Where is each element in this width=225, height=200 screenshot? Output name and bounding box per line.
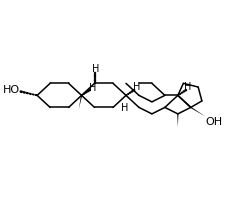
Polygon shape <box>185 89 187 91</box>
Polygon shape <box>20 91 22 92</box>
Text: OH: OH <box>205 117 222 127</box>
Polygon shape <box>128 93 129 94</box>
Polygon shape <box>177 114 178 127</box>
Text: HO: HO <box>3 85 20 95</box>
Polygon shape <box>131 91 133 92</box>
Text: H: H <box>88 83 96 93</box>
Polygon shape <box>85 92 87 93</box>
Polygon shape <box>83 93 85 94</box>
Text: H: H <box>133 82 140 92</box>
Polygon shape <box>183 91 185 92</box>
Polygon shape <box>191 107 206 117</box>
Polygon shape <box>87 91 88 92</box>
Polygon shape <box>32 94 34 95</box>
Polygon shape <box>89 89 90 91</box>
Polygon shape <box>94 77 95 78</box>
Polygon shape <box>23 92 25 93</box>
Polygon shape <box>133 89 135 91</box>
Polygon shape <box>130 92 131 93</box>
Polygon shape <box>94 74 95 76</box>
Text: H: H <box>121 103 128 113</box>
Polygon shape <box>94 79 95 81</box>
Polygon shape <box>180 93 181 94</box>
Polygon shape <box>79 95 82 109</box>
Polygon shape <box>26 92 28 94</box>
Text: H: H <box>92 64 99 74</box>
Polygon shape <box>29 93 31 94</box>
Text: H: H <box>184 82 192 92</box>
Polygon shape <box>181 92 183 93</box>
Polygon shape <box>94 72 95 73</box>
